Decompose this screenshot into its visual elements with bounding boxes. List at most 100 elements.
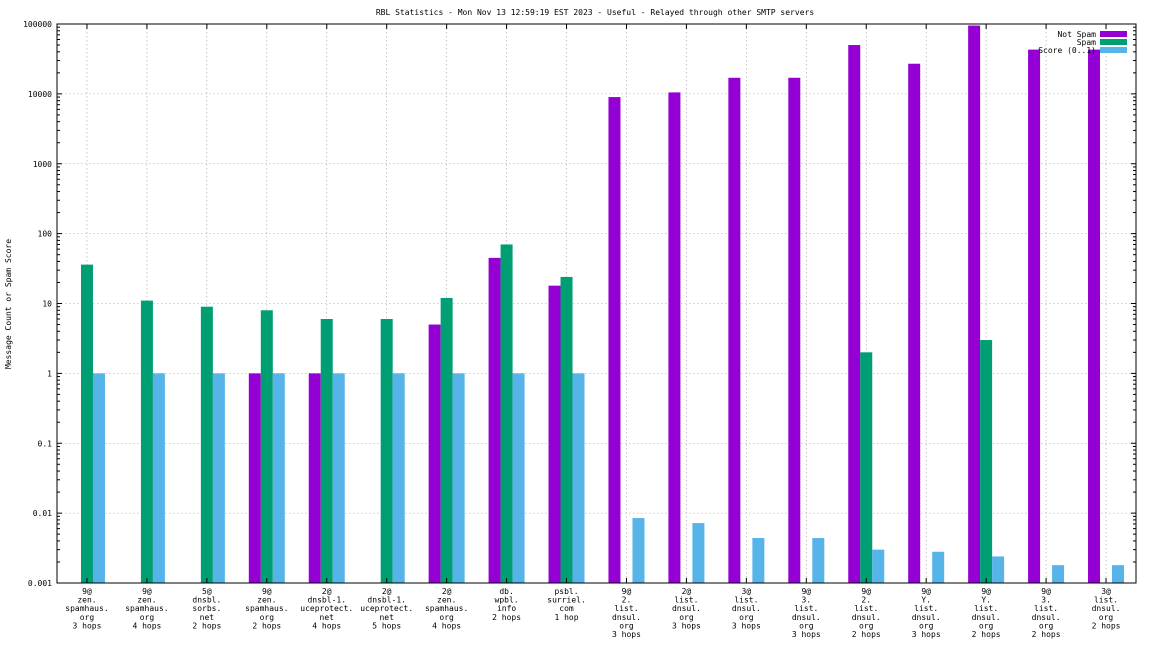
legend-label: Spam — [1077, 38, 1096, 47]
x-tick-label: 2@ zen. spamhaus. org 4 hops — [425, 587, 468, 630]
bar-score-0-1- — [932, 551, 945, 583]
bar-score-0-1- — [1112, 565, 1125, 583]
x-tick-label: 3@ list. dnsul. org 3 hops — [732, 587, 761, 630]
x-tick-label-line: org — [439, 613, 454, 622]
x-tick-label-line: net — [200, 613, 215, 622]
x-tick-label-line: 2@ — [382, 587, 392, 596]
x-tick-label-line: 3 hops — [732, 621, 761, 630]
bar-spam — [380, 319, 393, 583]
x-tick-label-line: 3 hops — [672, 621, 701, 630]
bar-spam — [140, 300, 153, 583]
x-tick-label-line: 4 hops — [132, 621, 161, 630]
x-tick-label: 9@ Y. list. dnsul. org 3 hops — [912, 587, 941, 639]
x-tick-label-line: 9@ — [981, 587, 991, 596]
bar-not-spam — [788, 77, 801, 583]
bar-score-0-1- — [152, 373, 165, 583]
x-tick-label-line: psbl. — [554, 587, 578, 596]
bar-spam — [320, 319, 333, 583]
x-tick-label-line: spamhaus. — [125, 604, 168, 613]
x-tick-label-line: spamhaus. — [425, 604, 468, 613]
bar-spam — [500, 244, 513, 583]
x-tick-label-line: dnsul. — [1092, 604, 1121, 613]
x-tick-label-line: dnsul. — [1032, 613, 1061, 622]
x-tick-label-line: 2 hops — [972, 630, 1001, 639]
x-tick-label-line: 4 hops — [432, 621, 461, 630]
x-tick-label-line: 3. — [801, 596, 811, 605]
x-tick-label: db. wpbl. info 2 hops — [492, 587, 521, 622]
bar-not-spam — [968, 25, 981, 583]
y-tick-label: 1 — [47, 369, 52, 378]
bar-not-spam — [548, 285, 561, 583]
bar-not-spam — [488, 257, 501, 583]
x-tick-label: 9@ zen. spamhaus. org 4 hops — [125, 587, 168, 630]
bar-spam — [980, 340, 993, 583]
x-tick-label: 2@ list. dnsul. org 3 hops — [672, 587, 701, 630]
x-tick-label-line: 1 hop — [554, 613, 578, 622]
x-tick-label-line: dnsul. — [852, 613, 881, 622]
x-tick-label-line: sorbs. — [192, 604, 221, 613]
x-tick-label-line: 2 hops — [492, 613, 521, 622]
x-tick-label-line: 3 hops — [612, 630, 641, 639]
x-tick-label-line: org — [1039, 621, 1054, 630]
x-tick-label-line: dnsul. — [612, 613, 641, 622]
x-tick-label-line: Y. — [921, 596, 931, 605]
y-tick-label: 100 — [38, 230, 53, 239]
x-tick-label-line: uceprotect. — [360, 604, 413, 613]
x-tick-label: 9@ 3. list. dnsul. org 2 hops — [1032, 587, 1061, 639]
y-tick-label: 10 — [42, 300, 52, 309]
x-tick-label: 9@ zen. spamhaus. org 2 hops — [245, 587, 288, 630]
y-tick-label: 0.1 — [38, 439, 53, 448]
x-tick-label-line: 2 hops — [252, 621, 281, 630]
x-tick-label-line: db. — [499, 587, 513, 596]
x-tick-label-line: 9@ — [801, 587, 811, 596]
x-tick-label-line: list. — [914, 604, 938, 613]
bar-score-0-1- — [572, 373, 585, 583]
legend-swatch — [1100, 47, 1127, 53]
x-tick-label: 9@ zen. spamhaus. org 3 hops — [65, 587, 108, 630]
x-tick-label-line: list. — [1094, 596, 1118, 605]
bar-score-0-1- — [332, 373, 345, 583]
x-tick-label-line: 2. — [861, 596, 871, 605]
bar-score-0-1- — [452, 373, 465, 583]
x-tick-label-line: 9@ — [921, 587, 931, 596]
x-tick-label-line: org — [1099, 613, 1114, 622]
x-tick-label-line: 5@ — [202, 587, 212, 596]
x-tick-label: 9@ 3. list. dnsul. org 3 hops — [792, 587, 821, 639]
x-tick-label-line: org — [80, 613, 95, 622]
bar-not-spam — [308, 373, 321, 583]
x-tick-label-line: info — [497, 604, 516, 613]
bar-score-0-1- — [272, 373, 285, 583]
x-tick-label-line: 3. — [1041, 596, 1051, 605]
x-tick-label-line: org — [260, 613, 275, 622]
x-tick-label-line: 4 hops — [312, 621, 341, 630]
x-tick-label-line: 9@ — [262, 587, 272, 596]
x-tick-label: 9@ 2. list. dnsul. org 3 hops — [612, 587, 641, 639]
x-tick-label: 2@ dnsbl-1. uceprotect. net 5 hops — [360, 587, 413, 630]
x-tick-label: 9@ Y. list. dnsul. org 2 hops — [972, 587, 1001, 639]
x-tick-label-line: 9@ — [861, 587, 871, 596]
x-tick-label-line: list. — [974, 604, 998, 613]
x-tick-label-line: 2@ — [322, 587, 332, 596]
x-tick-label-line: org — [739, 613, 754, 622]
x-tick-label-line: org — [679, 613, 694, 622]
bar-not-spam — [428, 324, 441, 583]
x-tick-label-line: list. — [614, 604, 638, 613]
bar-spam — [440, 297, 453, 583]
x-tick-label-line: spamhaus. — [245, 604, 288, 613]
x-tick-label-line: 2 hops — [192, 621, 221, 630]
bar-score-0-1- — [872, 549, 885, 583]
x-tick-label-line: spamhaus. — [65, 604, 108, 613]
x-tick-label-line: 2 hops — [852, 630, 881, 639]
bar-score-0-1- — [632, 518, 645, 583]
plot-frame — [56, 23, 1137, 584]
x-tick-label-line: 9@ — [1041, 587, 1051, 596]
x-tick-label: 9@ 2. list. dnsul. org 2 hops — [852, 587, 881, 639]
x-tick-label-line: dnsul. — [732, 604, 761, 613]
legend-swatch — [1100, 31, 1127, 37]
x-tick-label-line: dnsul. — [672, 604, 701, 613]
y-tick-label: 10000 — [28, 90, 52, 99]
legend-swatch — [1100, 39, 1127, 45]
bar-not-spam — [608, 97, 621, 584]
